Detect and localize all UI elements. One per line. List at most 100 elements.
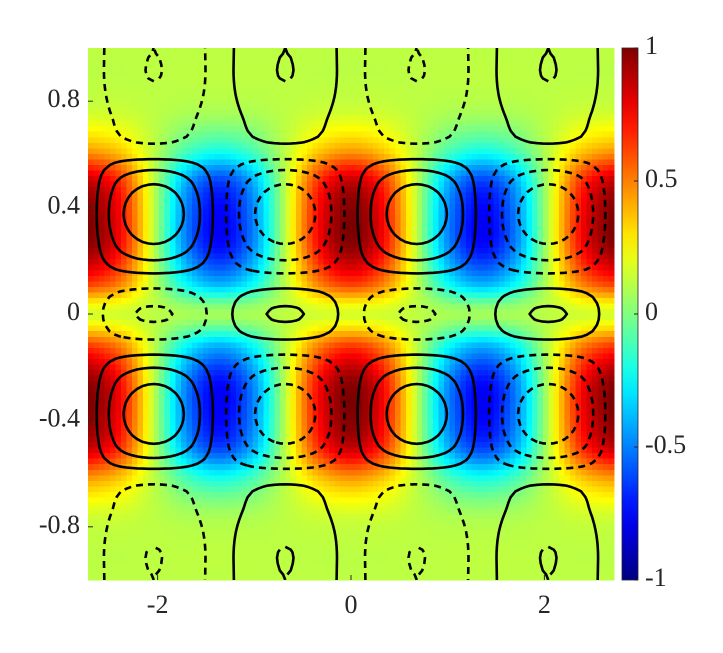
heat-cell-part — [148, 369, 155, 376]
heat-cell-part — [603, 513, 610, 520]
heat-cell-part — [235, 352, 243, 359]
heat-cell-part — [400, 413, 407, 420]
heatmap — [88, 48, 615, 581]
heat-cell-part — [570, 358, 577, 365]
heat-cell-part — [88, 507, 95, 515]
heat-cell-part — [148, 541, 155, 548]
heat-cell-part — [252, 452, 259, 459]
heat-cell-part — [581, 502, 588, 509]
heat-cell-part — [279, 502, 286, 509]
heat-cell-part — [175, 413, 182, 420]
heat-cell-part — [603, 369, 610, 376]
heat-cell-part — [345, 363, 352, 371]
heat-cell-part — [219, 491, 226, 498]
heat-cell-part — [427, 341, 434, 348]
heat-cell-part — [498, 347, 506, 354]
heat-cell-part — [460, 463, 467, 470]
heat-cell-part — [433, 435, 440, 443]
heat-cell-part — [482, 363, 489, 371]
heat-cell-part — [104, 491, 111, 498]
heat-cell-part — [433, 330, 440, 337]
heat-cell-part — [197, 474, 204, 481]
heat-cell-part — [411, 397, 418, 404]
heat-cell-part — [109, 397, 116, 404]
heat-cell-part — [175, 557, 182, 564]
heat-cell-part — [531, 452, 538, 459]
heat-cell-part — [120, 369, 127, 376]
heat-cell-part — [526, 502, 533, 509]
heat-cell-part — [186, 380, 193, 387]
heat-cell-part — [120, 380, 127, 387]
heat-cell-part — [345, 485, 352, 492]
heat-cell-part — [482, 336, 489, 343]
heat-cell-part — [438, 568, 445, 576]
heat-cell-part — [224, 469, 232, 476]
heat-cell-part — [340, 491, 347, 498]
heat-cell-part — [296, 496, 303, 504]
heat-cell-part — [104, 347, 111, 354]
heat-cell-part — [148, 430, 155, 437]
heat-cell-part — [482, 391, 489, 398]
heat-cell-part — [498, 535, 506, 542]
heat-cell — [597, 496, 615, 531]
heat-cell-part — [241, 369, 248, 376]
heat-cell-part — [471, 374, 478, 382]
heat-cell-part — [553, 341, 560, 348]
heat-cell-part — [93, 541, 100, 548]
heat-cell-part — [181, 374, 188, 382]
heat-cell-part — [575, 496, 582, 504]
heat-cell-part — [520, 391, 527, 398]
heat-cell-part — [257, 474, 264, 481]
heat-cell-part — [307, 419, 314, 426]
heat-cell-part — [378, 458, 385, 465]
heat-cell-part — [126, 413, 133, 420]
heat-cell-part — [186, 369, 193, 376]
heat-cell-part — [378, 325, 385, 332]
heat-cell — [400, 297, 434, 332]
heat-cell-part — [274, 297, 281, 304]
heat-cell-part — [570, 535, 577, 542]
heat-cell-part — [279, 358, 286, 365]
heat-cell-part — [197, 469, 204, 476]
heat-cell-part — [109, 441, 116, 448]
heat-cell-part — [581, 336, 588, 343]
heat-cell-part — [548, 530, 555, 537]
heat-cell-part — [548, 413, 555, 420]
heat-cell-part — [186, 347, 193, 354]
heat-cell-part — [120, 308, 127, 315]
heat-cell-part — [487, 574, 495, 581]
heat-cell-part — [197, 496, 204, 504]
heat-cell-part — [345, 502, 352, 509]
heat-cell-part — [603, 463, 610, 470]
heat-cell-part — [537, 568, 544, 576]
heat-cell-part — [219, 441, 226, 448]
heat-cell-part — [159, 541, 166, 548]
heat-cell-part — [493, 519, 500, 526]
heat-cell-part — [93, 363, 100, 371]
heat-cell-part — [542, 541, 549, 548]
heat-cell-part — [608, 563, 615, 570]
heat-cell-part — [164, 413, 171, 420]
heat-cell-part — [498, 458, 506, 465]
heat-cell-part — [197, 568, 204, 576]
heat-cell-part — [323, 452, 330, 459]
heat-cell-part — [153, 374, 160, 382]
heat-cell-part — [268, 530, 275, 537]
heat-cell-part — [279, 430, 286, 437]
heat-cell-part — [137, 297, 144, 304]
heat-cell-part — [498, 546, 506, 553]
heat-cell-part — [542, 397, 549, 404]
heat-cell-part — [98, 524, 106, 531]
heat-cell-part — [570, 546, 577, 553]
heat-cell-part — [164, 374, 171, 382]
heat-cell-part — [460, 513, 467, 520]
heat-cell-part — [603, 330, 610, 337]
heat-cell-part — [575, 424, 582, 431]
heat-cell-part — [526, 563, 533, 570]
heat-cell-part — [109, 424, 116, 431]
heat-cell-part — [203, 330, 210, 337]
heat-cell-part — [482, 463, 489, 470]
heat-cell-part — [235, 474, 243, 481]
heat-cell-part — [504, 430, 511, 437]
heat-cell-part — [235, 480, 243, 487]
